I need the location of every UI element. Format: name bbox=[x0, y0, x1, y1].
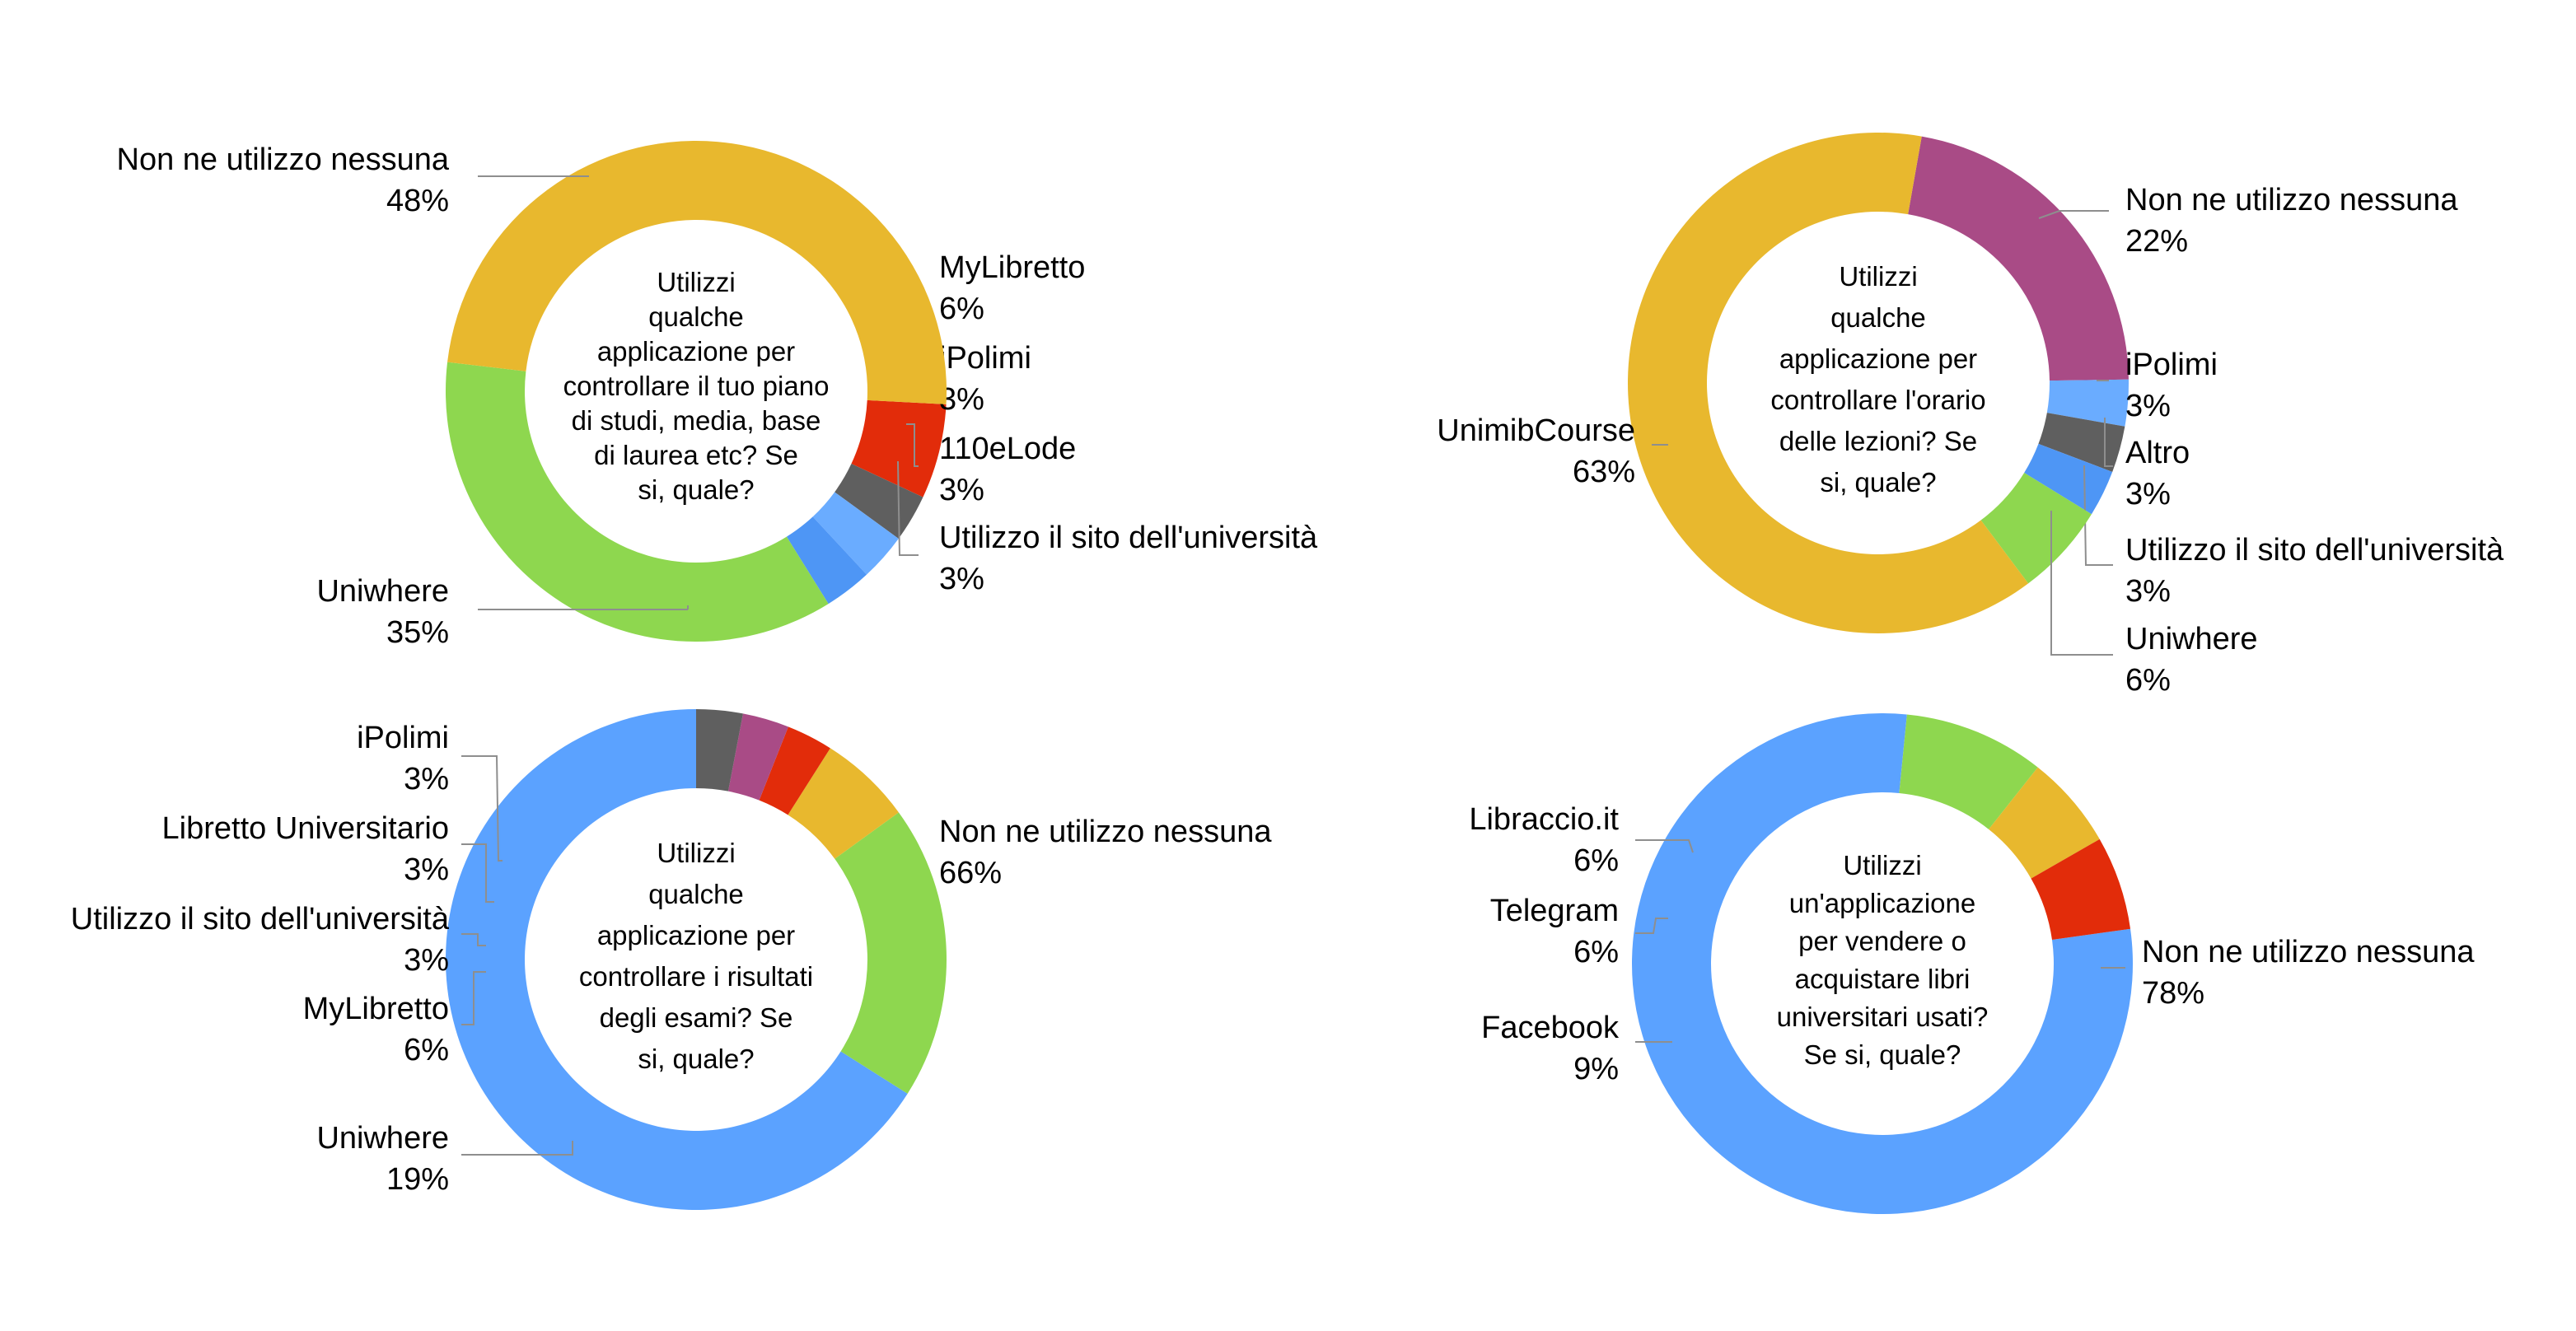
slice-percent-telegram: 6% bbox=[1573, 935, 1619, 969]
slice-label-unimibcourse: UnimibCourse bbox=[1437, 413, 1635, 448]
slice-label-uniwhere: Uniwhere bbox=[316, 1121, 449, 1156]
center-question-line: controllare l'orario bbox=[1770, 385, 1985, 415]
slice-label-mylibretto: MyLibretto bbox=[303, 992, 449, 1026]
center-question-line: Utilizzi bbox=[1843, 850, 1921, 880]
center-question-line: acquistare libri bbox=[1795, 964, 1971, 994]
center-question-line: si, quale? bbox=[638, 1044, 754, 1074]
slice-label-altro: Altro bbox=[2125, 436, 2190, 470]
slice-percent-non-ne-utilizzo-nessuna: 66% bbox=[939, 856, 1002, 890]
donut-chart-3: Non ne utilizzo nessuna 66% Uniwhere 19% MyL… bbox=[71, 709, 1273, 1210]
slice-percent-unimibcourse: 63% bbox=[1573, 455, 1635, 489]
center-question-line: qualche bbox=[648, 301, 744, 332]
center-question-line: si, quale? bbox=[638, 474, 754, 505]
center-question-line: degli esami? Se bbox=[600, 1002, 793, 1033]
slice-percent-utilizzo-il-sito-dell-universita: 3% bbox=[404, 943, 449, 978]
slice-label-non-ne-utilizzo-nessuna: Non ne utilizzo nessuna bbox=[2125, 183, 2458, 217]
center-question-line: Utilizzi bbox=[657, 838, 735, 868]
center-question-line: di laurea etc? Se bbox=[594, 440, 798, 470]
center-question-line: qualche bbox=[1830, 302, 1926, 333]
slice-percent-libretto-universitario: 3% bbox=[404, 852, 449, 887]
slice-label-mylibretto: MyLibretto bbox=[939, 250, 1085, 285]
slice-label-libretto-universitario: Libretto Universitario bbox=[162, 811, 449, 846]
slice-percent-utilizzo-il-sito-dell-universita: 3% bbox=[939, 562, 984, 596]
slice-percent-facebook: 9% bbox=[1573, 1052, 1619, 1086]
slice-uniwhere bbox=[446, 362, 829, 642]
slice-label-ipolimi: iPolimi bbox=[939, 341, 1031, 376]
slice-label-telegram: Telegram bbox=[1490, 894, 1619, 928]
slice-label-uniwhere: Uniwhere bbox=[316, 574, 449, 609]
slice-label-non-ne-utilizzo-nessuna: Non ne utilizzo nessuna bbox=[939, 815, 1272, 849]
center-question-line: applicazione per bbox=[597, 920, 795, 950]
slice-label-utilizzo-il-sito-dell-universita: Utilizzo il sito dell'università bbox=[71, 902, 450, 936]
slice-percent-utilizzo-il-sito-dell-universita: 3% bbox=[2125, 574, 2171, 609]
slice-percent-mylibretto: 6% bbox=[404, 1033, 449, 1067]
slice-label-ipolimi: iPolimi bbox=[357, 721, 449, 755]
slice-percent-110elode: 3% bbox=[939, 473, 984, 507]
slice-label-non-ne-utilizzo-nessuna: Non ne utilizzo nessuna bbox=[117, 142, 450, 177]
donut-chart-4: Non ne utilizzo nessuna 78% Facebook 9% Tele… bbox=[1469, 713, 2475, 1214]
slice-percent-uniwhere: 35% bbox=[386, 615, 449, 650]
center-question-line: si, quale? bbox=[1820, 467, 1936, 497]
center-question-line: un'applicazione bbox=[1789, 888, 1975, 918]
slice-percent-non-ne-utilizzo-nessuna: 48% bbox=[386, 184, 449, 218]
center-question-line: qualche bbox=[648, 879, 744, 909]
slice-label-ipolimi: iPolimi bbox=[2125, 348, 2218, 382]
slice-percent-ipolimi: 3% bbox=[404, 762, 449, 796]
slice-percent-non-ne-utilizzo-nessuna: 78% bbox=[2142, 976, 2204, 1011]
slice-percent-mylibretto: 6% bbox=[939, 292, 984, 326]
donut-chart-2: Non ne utilizzo nessuna 22% iPolimi 3% Altro… bbox=[1437, 133, 2504, 698]
center-question-line: controllare i risultati bbox=[579, 961, 813, 992]
slice-percent-uniwhere: 6% bbox=[2125, 663, 2171, 698]
slice-label-110elode: 110eLode bbox=[939, 432, 1076, 466]
center-question-line: delle lezioni? Se bbox=[1779, 426, 1977, 456]
center-question-line: controllare il tuo piano bbox=[563, 371, 830, 401]
center-question-line: Utilizzi bbox=[657, 267, 735, 297]
slice-percent-ipolimi: 3% bbox=[2125, 389, 2171, 423]
slice-uniwhere bbox=[835, 812, 947, 1094]
center-question-line: Se si, quale? bbox=[1804, 1039, 1961, 1070]
slice-label-facebook: Facebook bbox=[1481, 1011, 1620, 1045]
center-question-line: Utilizzi bbox=[1839, 261, 1917, 292]
slice-percent-uniwhere: 19% bbox=[386, 1162, 449, 1197]
slice-percent-altro: 3% bbox=[2125, 477, 2171, 511]
slice-label-uniwhere: Uniwhere bbox=[2125, 622, 2258, 656]
slice-label-non-ne-utilizzo-nessuna: Non ne utilizzo nessuna bbox=[2142, 935, 2475, 969]
donut-chart-1: MyLibretto 6% iPolimi 3% 110eLode 3% Utilizzo … bbox=[117, 141, 1319, 650]
center-question-line: universitari usati? bbox=[1777, 1002, 1989, 1032]
slice-percent-libraccio-it: 6% bbox=[1573, 843, 1619, 878]
center-question-line: di studi, media, base bbox=[572, 405, 821, 436]
center-question-line: applicazione per bbox=[1779, 343, 1977, 374]
center-question-line: applicazione per bbox=[597, 336, 795, 367]
slice-label-utilizzo-il-sito-dell-universita: Utilizzo il sito dell'università bbox=[2125, 533, 2504, 567]
slice-percent-non-ne-utilizzo-nessuna: 22% bbox=[2125, 224, 2188, 259]
slice-label-utilizzo-il-sito-dell-universita: Utilizzo il sito dell'università bbox=[939, 521, 1318, 555]
slice-label-libraccio-it: Libraccio.it bbox=[1469, 802, 1619, 837]
center-question-line: per vendere o bbox=[1798, 926, 1966, 956]
